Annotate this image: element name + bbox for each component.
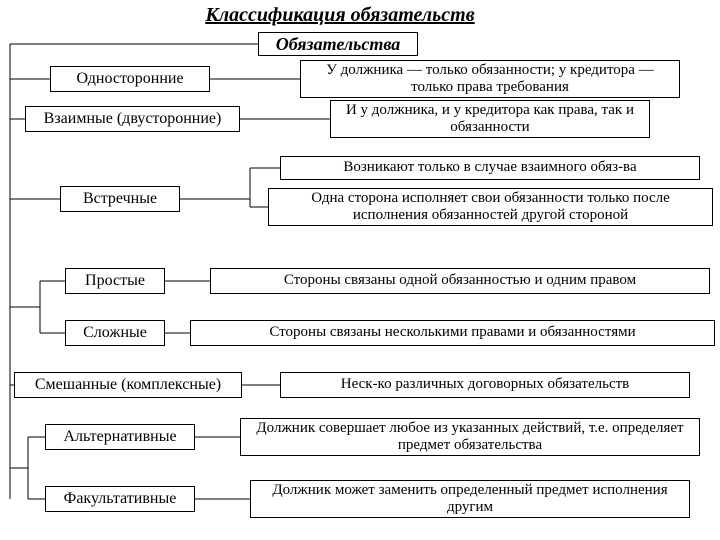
node-alternative: Альтернативные (45, 424, 195, 450)
node-mutual: Взаимные (двусторонние) (25, 106, 240, 132)
desc-facultative: Должник может заменить определенный пред… (250, 480, 690, 518)
node-mixed: Смешанные (комплексные) (14, 372, 242, 398)
main-title: Классификация обязательств (160, 4, 520, 27)
desc-alternative: Должник совершает любое из указанных дей… (240, 418, 700, 456)
desc-mutual: И у должника, и у кредитора как права, т… (330, 100, 650, 138)
node-complex: Сложные (65, 320, 165, 346)
root-box: Обязательства (258, 32, 418, 56)
desc-unilateral: У должника — только обязанности; у креди… (300, 60, 680, 98)
desc-complex: Стороны связаны несколькими правами и об… (190, 320, 715, 346)
node-facultative: Факультативные (45, 486, 195, 512)
desc-counter-1: Возникают только в случае взаимного обяз… (280, 156, 700, 180)
desc-mixed: Неск-ко различных договорных обязательст… (280, 372, 690, 398)
desc-simple: Стороны связаны одной обязанностью и одн… (210, 268, 710, 294)
desc-counter-2: Одна сторона исполняет свои обязанности … (268, 188, 713, 226)
node-simple: Простые (65, 268, 165, 294)
node-counter: Встречные (60, 186, 180, 212)
node-unilateral: Односторонние (50, 66, 210, 92)
